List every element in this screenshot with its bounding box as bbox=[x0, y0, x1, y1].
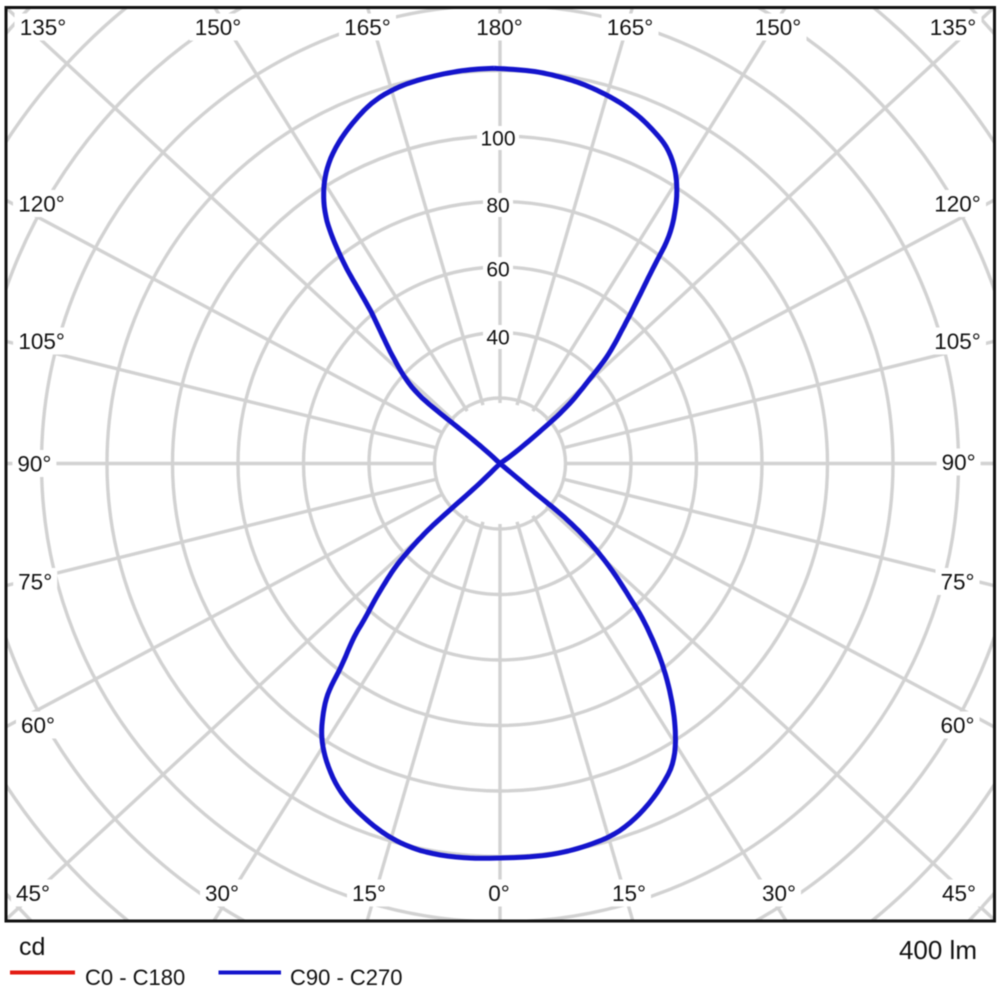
svg-text:135°: 135° bbox=[20, 15, 67, 40]
svg-text:60°: 60° bbox=[21, 713, 55, 738]
svg-text:165°: 165° bbox=[607, 15, 654, 40]
svg-text:15°: 15° bbox=[612, 881, 646, 906]
svg-text:40: 40 bbox=[486, 327, 509, 350]
svg-text:60°: 60° bbox=[940, 713, 974, 738]
svg-text:100: 100 bbox=[480, 128, 515, 151]
svg-text:30°: 30° bbox=[205, 881, 239, 906]
svg-text:400 lm: 400 lm bbox=[899, 935, 977, 965]
svg-text:90°: 90° bbox=[17, 452, 51, 477]
svg-text:0°: 0° bbox=[488, 881, 510, 906]
svg-text:80: 80 bbox=[486, 195, 509, 218]
svg-text:45°: 45° bbox=[942, 881, 976, 906]
svg-text:105°: 105° bbox=[18, 329, 65, 354]
svg-text:90°: 90° bbox=[942, 450, 976, 475]
svg-text:135°: 135° bbox=[930, 15, 977, 40]
svg-text:120°: 120° bbox=[18, 192, 65, 217]
svg-text:C0 - C180: C0 - C180 bbox=[85, 965, 185, 990]
svg-text:75°: 75° bbox=[18, 570, 52, 595]
svg-text:165°: 165° bbox=[344, 15, 391, 40]
svg-text:cd: cd bbox=[19, 933, 45, 961]
svg-text:30°: 30° bbox=[762, 881, 796, 906]
svg-text:150°: 150° bbox=[755, 15, 802, 40]
svg-text:150°: 150° bbox=[195, 15, 242, 40]
svg-text:45°: 45° bbox=[16, 881, 50, 906]
svg-text:15°: 15° bbox=[352, 881, 386, 906]
svg-text:180°: 180° bbox=[476, 15, 523, 40]
svg-text:120°: 120° bbox=[934, 192, 981, 217]
svg-text:105°: 105° bbox=[934, 329, 981, 354]
svg-text:60: 60 bbox=[486, 259, 509, 282]
svg-text:75°: 75° bbox=[940, 570, 974, 595]
svg-text:C90 - C270: C90 - C270 bbox=[290, 965, 403, 990]
